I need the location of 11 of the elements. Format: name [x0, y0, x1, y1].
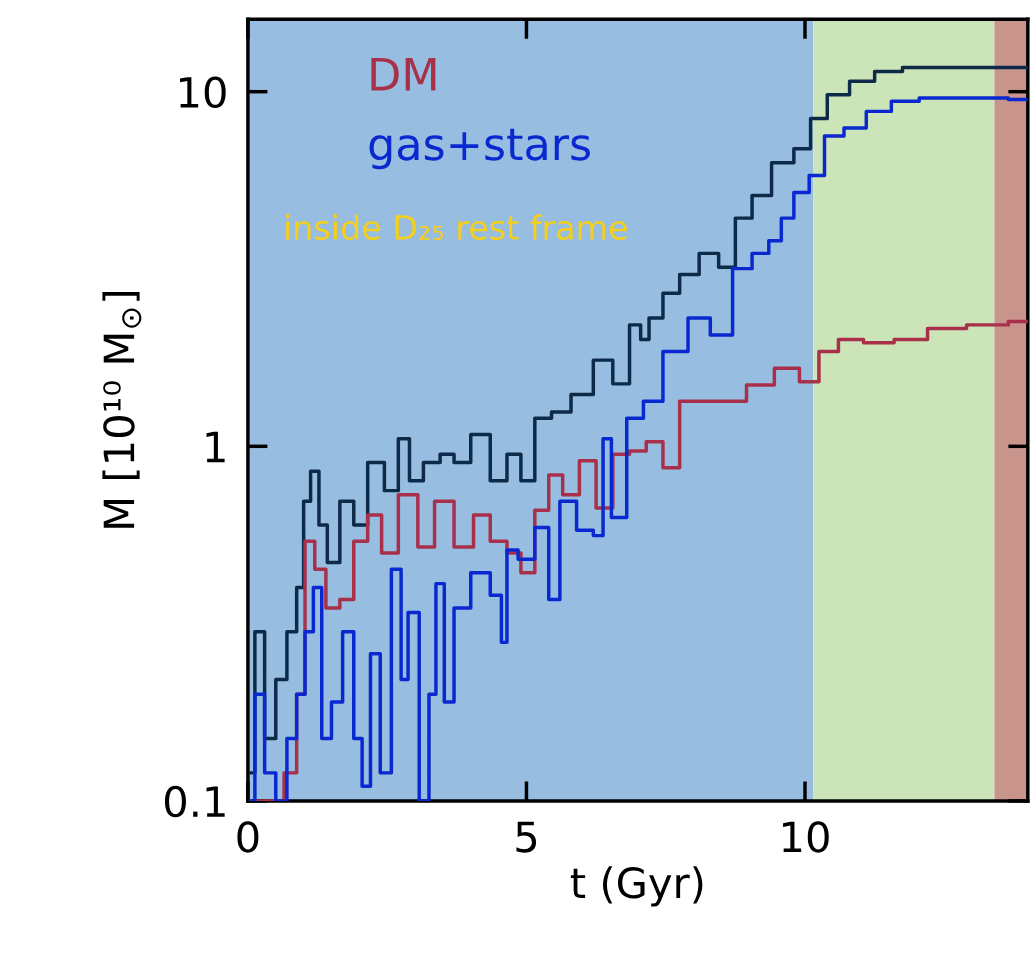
- x-tick-label: 0: [237, 821, 259, 853]
- x-axis-title: t (Gyr): [570, 866, 703, 907]
- x-tick-label: 5: [516, 821, 537, 853]
- y-tick-label: 1: [206, 431, 225, 463]
- y-axis-title: M [10¹⁰ M$_{⊙}$]: [102, 292, 142, 528]
- y-tick-label: 0.1: [164, 785, 225, 818]
- annotation: inside D₂₅ rest frame: [286, 214, 627, 241]
- x-tick-label: 10: [783, 821, 829, 853]
- y-tick-label: 10: [180, 76, 226, 109]
- text: gas+stars: [369, 128, 590, 170]
- text: DM: [371, 57, 436, 91]
